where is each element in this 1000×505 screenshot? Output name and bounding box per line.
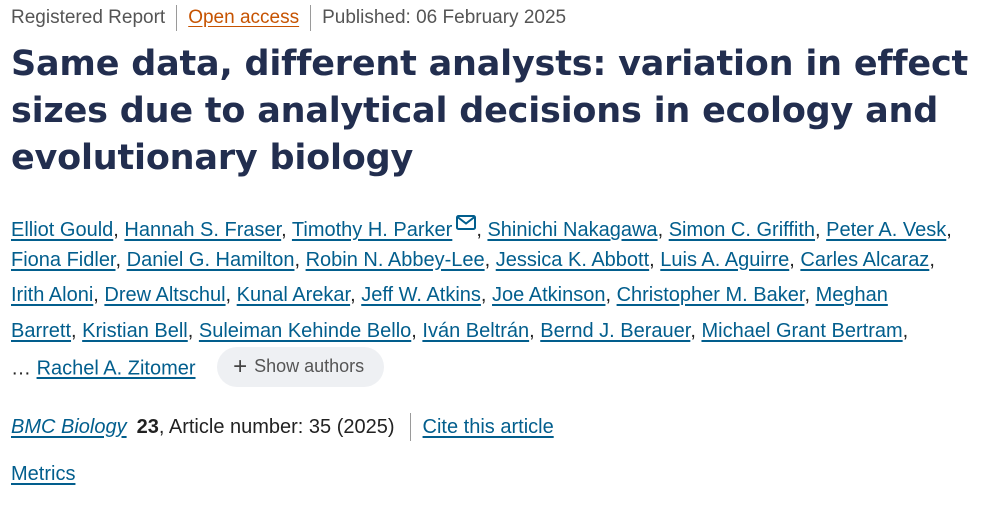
author-list: Elliot Gould, Hannah S. Fraser, Timothy … bbox=[11, 207, 996, 387]
meta-divider bbox=[310, 5, 312, 31]
author-separator: , bbox=[649, 248, 655, 271]
open-access-link[interactable]: Open access bbox=[188, 7, 300, 28]
author-separator: , bbox=[281, 219, 287, 241]
author-link[interactable]: Bernd J. Berauer bbox=[540, 319, 691, 342]
author-line: Fiona Fidler, Daniel G. Hamilton, Robin … bbox=[11, 243, 996, 279]
author-link[interactable]: Rachel A. Zitomer bbox=[36, 357, 196, 380]
author-line: Irith Aloni, Drew Altschul, Kunal Arekar… bbox=[11, 278, 996, 314]
article-type: Registered Report bbox=[11, 7, 166, 28]
author-separator: , bbox=[115, 248, 122, 271]
meta-divider bbox=[176, 5, 178, 31]
author-link[interactable]: Iván Beltrán bbox=[422, 319, 530, 342]
author-link[interactable]: Timothy H. Parker bbox=[291, 219, 453, 241]
author-separator: , bbox=[113, 219, 119, 241]
author-link[interactable]: Christopher M. Baker bbox=[616, 284, 805, 306]
author-link[interactable]: Daniel G. Hamilton bbox=[126, 248, 295, 271]
author-link[interactable]: Elliot Gould bbox=[11, 219, 114, 241]
published-date: Published: 06 February 2025 bbox=[322, 7, 567, 28]
ellipsis: … bbox=[11, 357, 31, 380]
author-separator: , bbox=[93, 284, 99, 306]
cite-article-link[interactable]: Cite this article bbox=[422, 415, 554, 438]
author-link[interactable]: Kristian Bell bbox=[82, 319, 188, 342]
author-link[interactable]: Hannah S. Fraser bbox=[124, 219, 282, 241]
author-separator: , bbox=[690, 319, 696, 342]
article-number: , Article number: 35 (2025) bbox=[158, 415, 395, 438]
author-link[interactable]: Luis A. Aguirre bbox=[660, 248, 790, 271]
author-link[interactable]: Simon C. Griffith bbox=[668, 219, 816, 241]
author-link[interactable]: Peter A. Vesk bbox=[826, 219, 947, 241]
author-separator: , bbox=[929, 248, 935, 271]
author-separator: , bbox=[71, 319, 77, 342]
metrics-section: Metrics bbox=[11, 463, 75, 486]
author-line: Barrett, Kristian Bell, Suleiman Kehinde… bbox=[11, 314, 996, 350]
author-line: … Rachel A. Zitomer + Show authors bbox=[11, 347, 996, 387]
author-link[interactable]: Jeff W. Atkins bbox=[361, 284, 481, 306]
author-separator: , bbox=[480, 284, 487, 306]
citation-line: BMC Biology 23 , Article number: 35 (202… bbox=[11, 411, 554, 443]
author-link[interactable]: Jessica K. Abbott bbox=[495, 248, 650, 271]
author-link[interactable]: Barrett bbox=[11, 319, 72, 342]
author-line: Elliot Gould, Hannah S. Fraser, Timothy … bbox=[11, 207, 996, 243]
author-separator: , bbox=[815, 219, 821, 241]
email-icon[interactable] bbox=[456, 207, 477, 243]
author-separator: , bbox=[605, 284, 612, 306]
article-meta: Registered Report Open access Published:… bbox=[11, 4, 566, 32]
author-link[interactable]: Fiona Fidler bbox=[11, 248, 116, 271]
journal-link[interactable]: BMC Biology bbox=[11, 415, 127, 438]
author-link[interactable]: Kunal Arekar bbox=[236, 284, 351, 306]
author-separator: , bbox=[350, 284, 356, 306]
show-authors-button[interactable]: + Show authors bbox=[217, 347, 385, 387]
volume-number: 23 bbox=[136, 415, 159, 438]
author-separator: , bbox=[529, 319, 535, 342]
author-separator: , bbox=[476, 219, 482, 241]
author-link[interactable]: Drew Altschul bbox=[104, 284, 226, 306]
article-title: Same data, different analysts: variation… bbox=[11, 44, 969, 178]
author-separator: , bbox=[804, 284, 810, 306]
author-separator: , bbox=[902, 319, 909, 342]
author-separator: , bbox=[484, 248, 491, 271]
author-separator: , bbox=[411, 319, 417, 342]
plus-icon: + bbox=[233, 353, 248, 380]
author-link[interactable]: Irith Aloni bbox=[11, 284, 94, 306]
author-link[interactable]: Carles Alcaraz bbox=[800, 248, 930, 271]
citation-divider bbox=[409, 413, 411, 441]
author-link[interactable]: Joe Atkinson bbox=[492, 284, 606, 306]
author-link[interactable]: Shinichi Nakagawa bbox=[487, 219, 658, 241]
metrics-link[interactable]: Metrics bbox=[11, 463, 76, 485]
author-separator: , bbox=[187, 319, 194, 342]
author-link[interactable]: Suleiman Kehinde Bello bbox=[198, 319, 412, 342]
author-separator: , bbox=[225, 284, 232, 306]
author-link[interactable]: Robin N. Abbey-Lee bbox=[305, 248, 485, 271]
author-separator: , bbox=[657, 219, 664, 241]
author-link[interactable]: Michael Grant Bertram bbox=[701, 319, 903, 342]
show-authors-label: Show authors bbox=[254, 356, 365, 377]
author-link[interactable]: Meghan bbox=[815, 284, 888, 306]
author-separator: , bbox=[294, 248, 301, 271]
author-separator: , bbox=[789, 248, 795, 271]
author-separator: , bbox=[946, 219, 952, 241]
